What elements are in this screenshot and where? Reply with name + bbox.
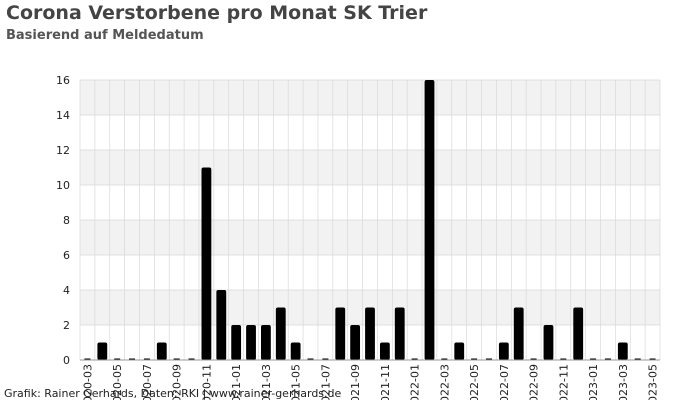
x-tick-label: 2021-01: [230, 364, 243, 400]
x-tick-label: 2022-03: [438, 364, 451, 400]
x-tick-label: 2022-09: [528, 364, 541, 400]
bar: [322, 358, 329, 360]
bar: [604, 358, 611, 360]
bar: [188, 358, 195, 360]
y-tick-label: 10: [56, 179, 70, 192]
plot-band: [80, 220, 660, 255]
x-tick-label: 2020-03: [81, 364, 94, 400]
bar: [424, 80, 435, 360]
bar: [590, 358, 597, 360]
bar: [84, 358, 91, 360]
y-tick-label: 4: [63, 284, 70, 297]
x-tick-label: 2021-11: [379, 364, 392, 400]
x-tick-label: 2020-05: [111, 364, 124, 400]
bar: [634, 358, 641, 360]
bar: [97, 342, 108, 360]
plot-band: [80, 150, 660, 185]
plot-band: [80, 80, 660, 115]
bar: [441, 358, 448, 360]
bar: [307, 358, 314, 360]
x-tick-label: 2021-03: [260, 364, 273, 400]
bar: [156, 342, 167, 360]
bar: [530, 358, 537, 360]
y-tick-label: 2: [63, 319, 70, 332]
y-tick-label: 8: [63, 214, 70, 227]
x-tick-label: 2022-05: [468, 364, 481, 400]
y-tick-label: 12: [56, 144, 70, 157]
y-tick-label: 14: [56, 109, 70, 122]
bar: [201, 167, 212, 360]
x-tick-label: 2020-11: [200, 364, 213, 400]
chart-subtitle: Basierend auf Meldedatum: [6, 28, 204, 43]
bar: [573, 307, 584, 360]
bar: [129, 358, 136, 360]
bar: [290, 342, 301, 360]
bar: [394, 307, 405, 360]
x-tick-label: 2021-09: [349, 364, 362, 400]
bar: [411, 358, 418, 360]
bar: [485, 358, 492, 360]
source-note: Grafik: Rainer Gerhards, Daten: RKI | ww…: [4, 387, 342, 400]
bar: [335, 307, 346, 360]
x-tick-label: 2022-01: [409, 364, 422, 400]
y-tick-label: 0: [63, 354, 70, 367]
bar: [513, 307, 524, 360]
bar: [617, 342, 628, 360]
chart-title: Corona Verstorbene pro Monat SK Trier: [6, 2, 428, 24]
x-tick-label: 2023-05: [647, 364, 660, 400]
bar: [246, 325, 256, 360]
bar: [231, 325, 242, 360]
x-tick-label: 2021-07: [319, 364, 332, 400]
x-tick-label: 2022-07: [498, 364, 511, 400]
bar: [498, 342, 509, 360]
x-tick-label: 2023-01: [587, 364, 600, 400]
bar: [260, 325, 271, 360]
y-tick-label: 16: [56, 74, 70, 87]
x-tick-label: 2021-05: [290, 364, 303, 400]
bar: [350, 325, 361, 360]
bar: [379, 342, 390, 360]
bar: [543, 325, 554, 360]
bar: [454, 342, 465, 360]
x-tick-label: 2020-07: [141, 364, 154, 400]
bar: [173, 358, 180, 360]
x-tick-label: 2022-11: [557, 364, 570, 400]
x-tick-label: 2023-03: [617, 364, 630, 400]
bar: [471, 358, 478, 360]
bar: [649, 358, 656, 360]
bar: [560, 358, 567, 360]
bar: [365, 307, 375, 360]
x-tick-label: 2020-09: [171, 364, 184, 400]
bar: [114, 358, 121, 360]
y-tick-label: 6: [63, 249, 70, 262]
bar: [143, 358, 150, 360]
bar: [275, 307, 286, 360]
bar: [216, 290, 227, 360]
